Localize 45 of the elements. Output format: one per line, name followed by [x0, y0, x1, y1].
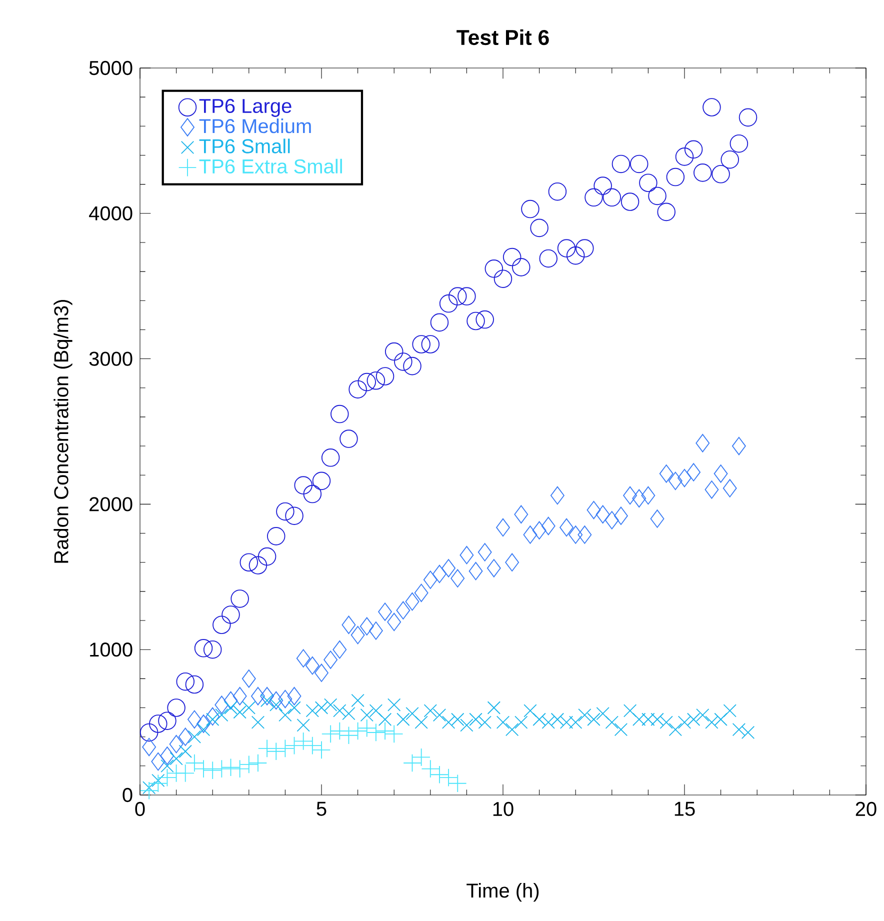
y-tick-label: 0 — [122, 788, 132, 802]
y-tick-label: 2000 — [90, 497, 132, 512]
point — [176, 764, 195, 782]
y-tick-label: 4000 — [89, 206, 132, 220]
x-tick-label: 15 — [674, 802, 695, 816]
point — [140, 782, 158, 800]
x-tick-label: 10 — [493, 802, 514, 816]
point — [240, 755, 258, 774]
point — [366, 723, 386, 742]
point — [258, 739, 276, 758]
x-tick-label: 0 — [135, 802, 145, 816]
point — [212, 760, 231, 778]
point — [376, 722, 394, 740]
point — [340, 726, 358, 745]
point — [384, 724, 404, 744]
chart-title: Test Pit 6 — [456, 29, 549, 46]
point — [248, 754, 268, 772]
point — [330, 722, 349, 740]
x-tick-label: 5 — [316, 802, 326, 816]
point — [358, 718, 376, 738]
y-axis-title: Radon Concentration (Bq/m3) — [54, 300, 72, 563]
point — [303, 736, 322, 755]
point — [222, 758, 240, 777]
x-tick-label: 20 — [856, 802, 876, 816]
point — [412, 748, 430, 766]
point — [348, 722, 367, 740]
point — [266, 742, 286, 761]
point — [158, 768, 176, 787]
legend-label: TP6 Small — [199, 138, 290, 154]
point — [285, 736, 304, 755]
legend-label: TP6 Medium — [199, 118, 311, 134]
legend-label: TP6 Large — [199, 98, 292, 117]
point — [321, 724, 340, 744]
y-tick-label: 3000 — [89, 352, 132, 366]
point — [312, 740, 331, 760]
legend-label: TP6 Extra Small — [199, 158, 342, 174]
point — [230, 760, 249, 778]
y-tick-label: 1000 — [90, 642, 132, 657]
point — [276, 739, 294, 758]
x-axis-title: Time (h) — [466, 883, 539, 902]
point — [203, 761, 222, 780]
y-tick-label: 5000 — [89, 60, 132, 76]
point — [294, 732, 312, 750]
point — [149, 774, 168, 792]
point — [403, 754, 422, 772]
